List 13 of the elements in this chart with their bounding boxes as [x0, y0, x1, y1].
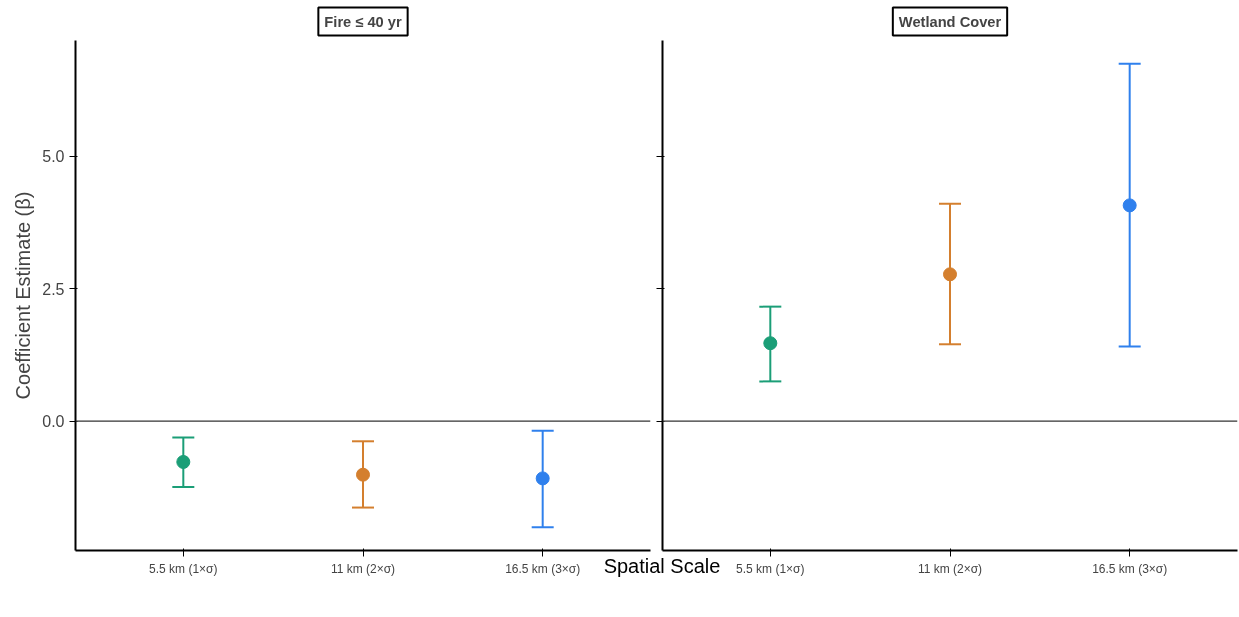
chart-title: Wetland Cover: [898, 13, 1002, 30]
y-tick-label: 5.0: [42, 148, 65, 166]
y-tick-label: 2.5: [42, 280, 65, 298]
chart-title: Fire ≤ 40 yr: [324, 13, 402, 30]
y-tick-label: 0.0: [42, 413, 65, 431]
x-tick-label: 5.5 km (1×σ): [149, 561, 218, 576]
x-axis-title: Spatial Scale: [603, 554, 721, 579]
y-axis-title: Coefficient Estimate (β): [12, 191, 35, 400]
x-tick-label: 11 km (2×σ): [330, 561, 396, 576]
x-tick-label: 11 km (2×σ): [917, 561, 983, 576]
x-tick-label: 16.5 km (3×σ): [505, 561, 581, 576]
x-tick-label: 5.5 km (1×σ): [736, 561, 805, 576]
x-tick-label: 16.5 km (3×σ): [1092, 561, 1168, 576]
